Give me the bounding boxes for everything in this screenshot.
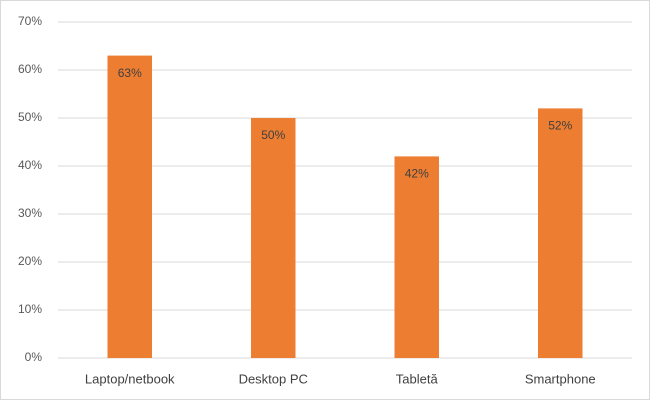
data-label: 52% bbox=[548, 119, 572, 133]
bar bbox=[538, 108, 583, 359]
bar bbox=[251, 118, 296, 358]
y-tick-label: 20% bbox=[18, 254, 42, 268]
x-tick-label: Tabletă bbox=[396, 371, 439, 386]
data-label: 50% bbox=[261, 128, 285, 142]
y-tick-label: 50% bbox=[18, 110, 42, 124]
x-tick-label: Laptop/netbook bbox=[85, 371, 175, 386]
y-tick-label: 70% bbox=[18, 14, 42, 28]
y-tick-label: 60% bbox=[18, 62, 42, 76]
y-tick-label: 30% bbox=[18, 206, 42, 220]
y-tick-label: 10% bbox=[18, 302, 42, 316]
y-tick-label: 40% bbox=[18, 158, 42, 172]
x-tick-label: Desktop PC bbox=[239, 371, 308, 386]
bar bbox=[107, 55, 152, 358]
x-tick-label: Smartphone bbox=[525, 371, 596, 386]
y-tick-label: 0% bbox=[25, 350, 43, 364]
bar bbox=[394, 156, 439, 358]
data-label: 42% bbox=[405, 167, 429, 181]
data-label: 63% bbox=[118, 66, 142, 80]
